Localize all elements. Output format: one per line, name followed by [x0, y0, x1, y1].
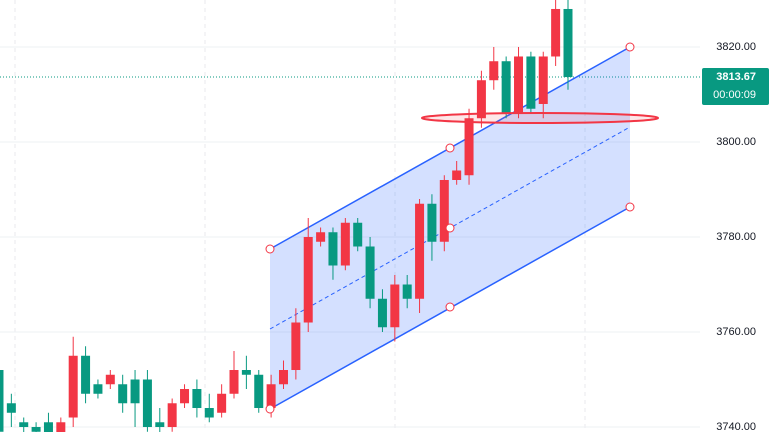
handle[interactable]	[265, 244, 275, 254]
candle-body	[105, 374, 115, 385]
candle-body	[266, 384, 276, 409]
price-axis	[700, 0, 769, 432]
candle-body	[118, 384, 128, 404]
candle-body	[427, 203, 437, 242]
y-tick-label: 3820.00	[716, 41, 756, 53]
candle-body	[81, 355, 91, 394]
candle-body	[167, 403, 177, 428]
ellipse-drawing	[421, 112, 659, 124]
price-axis-labels: 3740.00 3760.00 3780.00 3800.00 3820.00 3813.…	[702, 41, 769, 432]
candle-body	[439, 179, 449, 242]
candle-body	[464, 118, 474, 176]
candle-body	[217, 393, 227, 413]
last-price-box	[702, 68, 769, 106]
candle-body	[31, 427, 41, 432]
candle-body	[563, 8, 573, 78]
y-tick-label: 3800.00	[716, 136, 756, 148]
candle-body	[229, 370, 239, 394]
countdown-label: 00:00:09	[713, 89, 756, 101]
handle[interactable]	[445, 143, 455, 153]
candle-body	[0, 370, 4, 432]
candle-body	[538, 56, 548, 104]
handle[interactable]	[625, 202, 635, 212]
candle-body	[303, 236, 313, 323]
handle[interactable]	[265, 404, 275, 414]
candle-body	[402, 284, 412, 299]
candle-body	[68, 355, 78, 418]
candle-body	[551, 8, 561, 57]
candle-body	[328, 232, 338, 266]
candle-body	[365, 246, 375, 299]
candle-body	[93, 384, 103, 394]
handle[interactable]	[445, 223, 455, 233]
candle-body	[316, 232, 326, 242]
candles	[0, 0, 573, 432]
candle-body	[377, 298, 387, 328]
candle-body	[489, 61, 499, 81]
candle-body	[19, 422, 29, 428]
candle-body	[56, 422, 66, 432]
candle-body	[390, 284, 400, 328]
candle-body	[155, 422, 165, 428]
candle-body	[278, 370, 288, 385]
candle-body	[526, 56, 536, 109]
candle-body	[142, 379, 152, 428]
channel-handles	[265, 42, 635, 414]
candle-body	[452, 170, 462, 180]
candle-body	[501, 61, 511, 114]
handle[interactable]	[625, 42, 635, 52]
candle-body	[291, 322, 301, 371]
y-tick-label: 3760.00	[716, 326, 756, 338]
y-tick-label: 3740.00	[716, 421, 756, 432]
candle-body	[415, 203, 425, 299]
grid	[0, 46, 700, 428]
handle[interactable]	[445, 302, 455, 312]
candle-body	[254, 374, 264, 409]
candle-body	[192, 389, 202, 409]
last-price-label: 3813.67	[716, 71, 756, 83]
candle-body	[353, 222, 363, 247]
candle-body	[180, 389, 190, 404]
candle-body	[130, 379, 140, 404]
candle-body	[476, 80, 486, 119]
candle-body	[43, 422, 53, 432]
y-tick-label: 3780.00	[716, 231, 756, 243]
candle-body	[340, 222, 350, 266]
candle-body	[204, 408, 214, 418]
candle-body	[241, 370, 251, 375]
candle-body	[6, 403, 16, 413]
candle-body	[514, 56, 524, 114]
